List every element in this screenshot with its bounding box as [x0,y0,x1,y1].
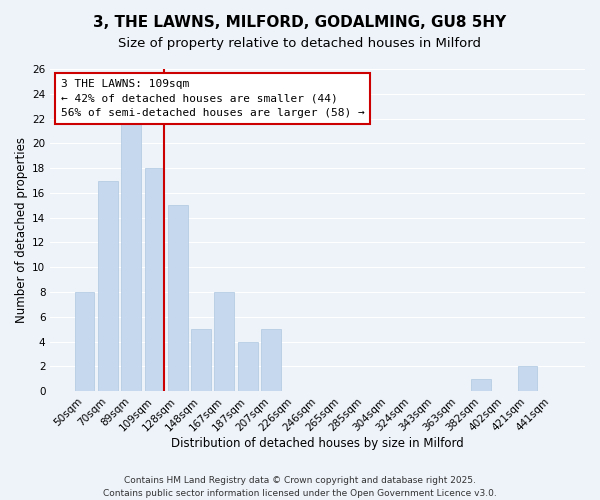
Text: 3 THE LAWNS: 109sqm
← 42% of detached houses are smaller (44)
56% of semi-detach: 3 THE LAWNS: 109sqm ← 42% of detached ho… [61,78,365,118]
Bar [74,292,94,391]
Bar [261,329,281,391]
Bar [214,292,234,391]
Bar [191,329,211,391]
Bar [98,180,118,391]
Text: Contains HM Land Registry data © Crown copyright and database right 2025.
Contai: Contains HM Land Registry data © Crown c… [103,476,497,498]
Bar [518,366,538,391]
Bar [168,206,188,391]
Bar [238,342,257,391]
X-axis label: Distribution of detached houses by size in Milford: Distribution of detached houses by size … [171,437,464,450]
Text: Size of property relative to detached houses in Milford: Size of property relative to detached ho… [119,38,482,51]
Bar [471,378,491,391]
Bar [121,118,141,391]
Y-axis label: Number of detached properties: Number of detached properties [15,137,28,323]
Text: 3, THE LAWNS, MILFORD, GODALMING, GU8 5HY: 3, THE LAWNS, MILFORD, GODALMING, GU8 5H… [94,15,506,30]
Bar [145,168,164,391]
